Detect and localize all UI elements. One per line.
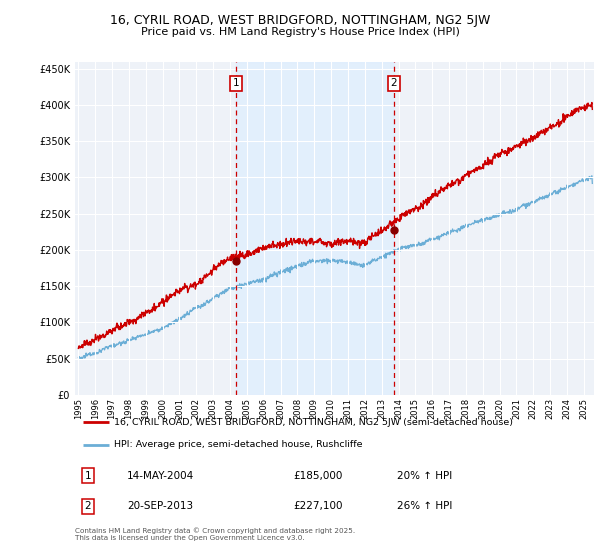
Text: 2: 2	[85, 501, 91, 511]
Text: 16, CYRIL ROAD, WEST BRIDGFORD, NOTTINGHAM, NG2 5JW (semi-detached house): 16, CYRIL ROAD, WEST BRIDGFORD, NOTTINGH…	[114, 418, 513, 427]
Text: 2: 2	[391, 78, 397, 88]
Text: Contains HM Land Registry data © Crown copyright and database right 2025.
This d: Contains HM Land Registry data © Crown c…	[75, 528, 355, 541]
Text: Price paid vs. HM Land Registry's House Price Index (HPI): Price paid vs. HM Land Registry's House …	[140, 27, 460, 37]
Text: HPI: Average price, semi-detached house, Rushcliffe: HPI: Average price, semi-detached house,…	[114, 440, 362, 449]
Text: 26% ↑ HPI: 26% ↑ HPI	[397, 501, 452, 511]
Text: £227,100: £227,100	[293, 501, 343, 511]
Text: 1: 1	[85, 470, 91, 480]
Bar	[236, 62, 394, 395]
Text: 16, CYRIL ROAD, WEST BRIDGFORD, NOTTINGHAM, NG2 5JW: 16, CYRIL ROAD, WEST BRIDGFORD, NOTTINGH…	[110, 14, 490, 27]
Text: 20% ↑ HPI: 20% ↑ HPI	[397, 470, 452, 480]
Text: 14-MAY-2004: 14-MAY-2004	[127, 470, 194, 480]
Text: 20-SEP-2013: 20-SEP-2013	[127, 501, 193, 511]
Text: 1: 1	[233, 78, 239, 88]
Text: £185,000: £185,000	[293, 470, 343, 480]
